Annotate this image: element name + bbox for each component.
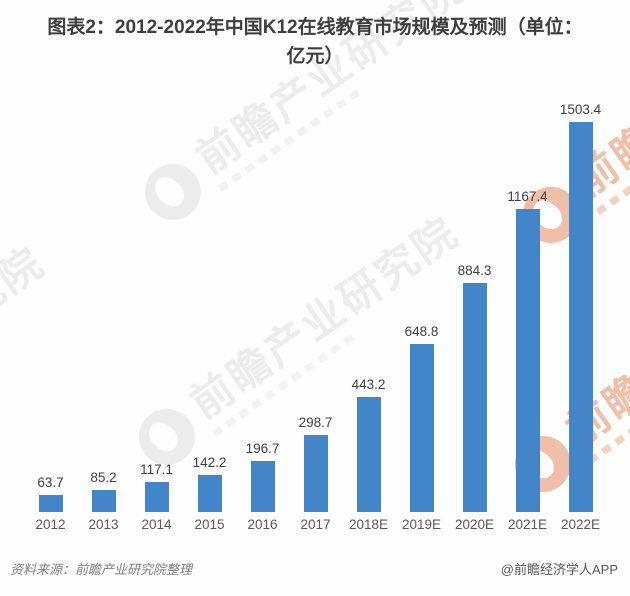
bar-value-label: 1503.4 xyxy=(559,102,602,117)
x-axis-label: 2014 xyxy=(141,517,172,532)
bar-value-label: 1167.4 xyxy=(507,189,548,204)
bar-column: 142.2 xyxy=(183,95,236,512)
bar xyxy=(38,495,63,512)
bar xyxy=(144,482,169,512)
bar-column: 884.3 xyxy=(448,95,501,512)
bar xyxy=(515,209,540,512)
bar xyxy=(409,344,434,512)
bar-column: 117.1 xyxy=(130,95,183,512)
bar-column: 648.8 xyxy=(395,95,448,512)
bar-column: 1503.4 xyxy=(554,95,607,512)
bar-column: 1167.4 xyxy=(501,95,554,512)
x-axis-label: 2016 xyxy=(247,517,278,532)
bar-value-label: 648.8 xyxy=(404,324,439,339)
bar-chart: 63.7 85.2 117.1 142.2 196.7 298.7 443.2 648.8 88… xyxy=(24,95,607,512)
bar-value-label: 298.7 xyxy=(298,415,333,430)
bar xyxy=(303,435,328,512)
bar-value-label: 196.7 xyxy=(245,441,280,456)
bar-value-label: 443.2 xyxy=(351,377,386,392)
chart-title: 图表2：2012-2022年中国K12在线教育市场规模及预测（单位：亿元） xyxy=(47,17,583,67)
bar xyxy=(197,475,222,512)
bar-value-label: 142.2 xyxy=(192,455,227,470)
bar xyxy=(568,122,593,512)
bar-value-label: 117.1 xyxy=(140,462,173,477)
bar-value-label: 884.3 xyxy=(457,263,492,278)
credit-note: @前瞻经济学人APP xyxy=(500,562,618,577)
x-axis-label: 2018E xyxy=(348,517,389,532)
bar-value-label: 63.7 xyxy=(37,475,64,490)
bar xyxy=(356,397,381,512)
bar-column: 196.7 xyxy=(236,95,289,512)
bar xyxy=(250,461,275,512)
x-axis-label: 2022E xyxy=(560,517,601,532)
x-axis-label: 2020E xyxy=(454,517,495,532)
bar-column: 85.2 xyxy=(77,95,130,512)
source-note: 资料来源：前瞻产业研究院整理 xyxy=(10,562,193,577)
x-axis-label: 2013 xyxy=(88,517,119,532)
bar xyxy=(462,283,487,512)
bar-column: 298.7 xyxy=(289,95,342,512)
bar-value-label: 85.2 xyxy=(90,470,117,485)
x-axis-label: 2015 xyxy=(194,517,225,532)
x-axis-labels: 2012 2013 2014 2015 2016 2017 2018E 2019E 2020E 2… xyxy=(24,517,607,532)
x-axis-label: 2017 xyxy=(300,517,331,532)
x-axis-label: 2012 xyxy=(35,517,66,532)
x-axis-label: 2021E xyxy=(507,517,548,532)
bar xyxy=(91,490,116,512)
x-axis-label: 2019E xyxy=(401,517,442,532)
bar-column: 443.2 xyxy=(342,95,395,512)
bar-column: 63.7 xyxy=(24,95,77,512)
